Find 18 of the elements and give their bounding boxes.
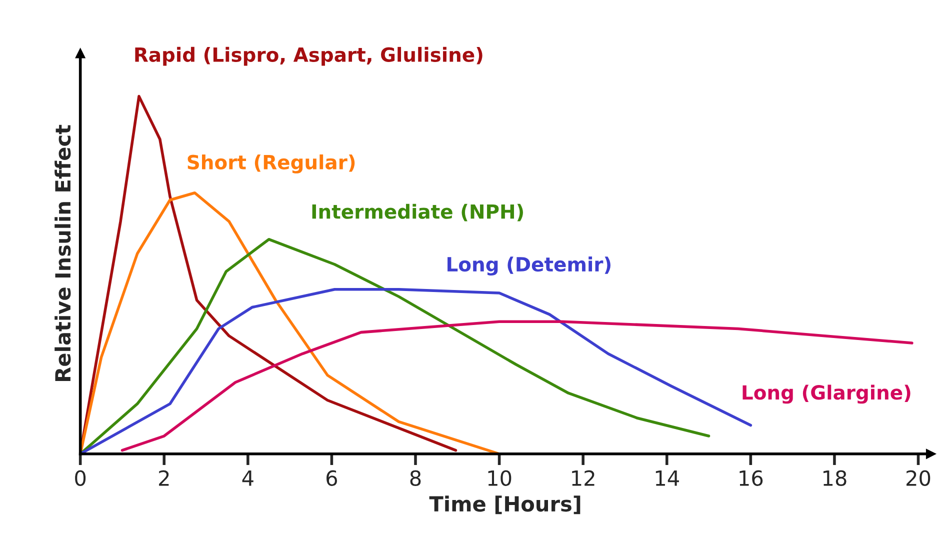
x-tick-label: 2 — [159, 470, 169, 486]
x-tick-label: 4 — [242, 470, 254, 486]
x-tick-label: 12 — [572, 470, 594, 486]
series-label: Long (Detemir) — [448, 256, 610, 276]
text: Long (Glargine) — [742, 384, 910, 404]
x-tick-label: 10 — [488, 470, 512, 486]
x-tick-label: 18 — [823, 470, 846, 486]
series-label: Rapid (Lispro, Aspart, Glulisine) — [135, 46, 482, 66]
series-label: Short (Regular) — [188, 154, 355, 174]
x-tick-label: 8 — [410, 470, 421, 486]
x-tick-label: 14 — [656, 470, 679, 486]
x-tick-label: 0 — [75, 470, 86, 486]
x-tick-label: 6 — [326, 470, 338, 486]
series-label: Intermediate (NPH) — [312, 204, 523, 222]
x-tick-label: 20 — [906, 470, 930, 486]
y-axis-title: Relative Insulin Effect — [54, 124, 71, 381]
x-tick-label: 16 — [740, 470, 763, 486]
x-axis-title: Time [Hours] — [429, 496, 580, 514]
